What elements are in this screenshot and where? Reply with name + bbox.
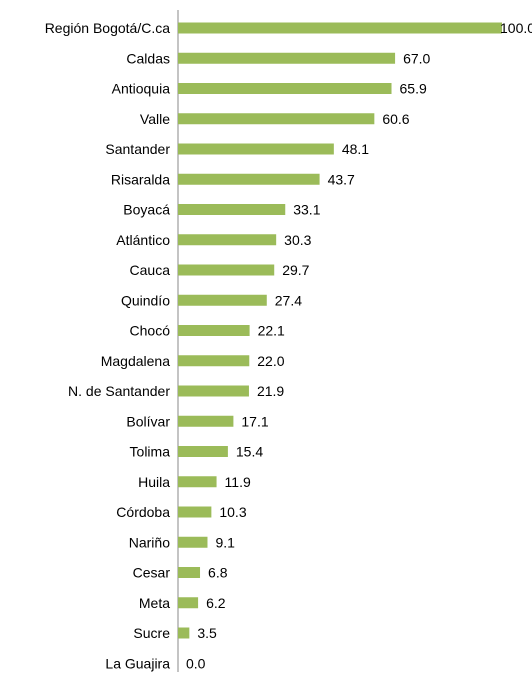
bar-8 <box>178 264 275 276</box>
bar-5 <box>178 173 320 185</box>
category-label-7: Atlántico <box>116 232 170 248</box>
value-label-3: 60.6 <box>382 111 409 127</box>
bar-11 <box>178 355 250 367</box>
category-label-8: Cauca <box>130 262 171 278</box>
value-label-16: 10.3 <box>219 504 246 520</box>
category-label-15: Huila <box>138 474 170 490</box>
category-label-18: Cesar <box>133 565 171 581</box>
value-label-2: 65.9 <box>400 81 427 97</box>
value-label-4: 48.1 <box>342 141 369 157</box>
bar-0 <box>178 22 502 34</box>
value-label-10: 22.1 <box>258 323 285 339</box>
bar-20 <box>178 627 190 639</box>
value-label-20: 3.5 <box>197 625 217 641</box>
value-label-17: 9.1 <box>215 534 235 550</box>
value-label-12: 21.9 <box>257 383 284 399</box>
bar-1 <box>178 52 396 64</box>
bar-2 <box>178 83 392 94</box>
value-labels-group: 100.0 67.0 65.9 60.6 48.1 43.7 33.1 30.3 29.7 27.… <box>186 20 532 671</box>
category-label-9: Quindío <box>121 292 170 308</box>
bar-16 <box>178 506 212 518</box>
category-label-5: Risaralda <box>111 171 170 187</box>
value-label-15: 11.9 <box>225 474 251 490</box>
value-label-1: 67.0 <box>403 50 430 66</box>
bars-group <box>178 22 502 639</box>
category-label-21: La Guajira <box>105 655 170 671</box>
value-label-9: 27.4 <box>275 292 302 308</box>
value-label-14: 15.4 <box>236 444 263 460</box>
category-label-2: Antioquia <box>112 81 171 97</box>
category-label-4: Santander <box>105 141 170 157</box>
category-label-1: Caldas <box>126 50 170 66</box>
bar-12 <box>178 385 249 397</box>
category-label-20: Sucre <box>133 625 170 641</box>
value-label-18: 6.8 <box>208 565 228 581</box>
category-label-0: Región Bogotá/C.ca <box>45 20 171 36</box>
bar-19 <box>178 597 199 609</box>
bar-10 <box>178 325 250 336</box>
category-label-11: Magdalena <box>101 353 170 369</box>
bar-4 <box>178 143 334 155</box>
bar-7 <box>178 234 277 246</box>
bar-13 <box>178 415 234 427</box>
value-label-6: 33.1 <box>293 202 320 218</box>
category-label-16: Córdoba <box>116 504 170 520</box>
bar-3 <box>178 113 375 125</box>
category-label-19: Meta <box>139 595 170 611</box>
bar-15 <box>178 476 217 488</box>
value-label-0: 100.0 <box>500 20 532 36</box>
category-label-12: N. de Santander <box>68 383 170 399</box>
value-label-5: 43.7 <box>328 171 355 187</box>
bar-14 <box>178 446 228 457</box>
value-label-21: 0.0 <box>186 655 206 671</box>
bar-17 <box>178 536 208 548</box>
category-labels-group: Región Bogotá/C.ca Caldas Antioquia Valle Sa… <box>45 20 171 671</box>
category-label-10: Chocó <box>130 323 171 339</box>
value-label-19: 6.2 <box>206 595 226 611</box>
category-label-17: Nariño <box>129 534 170 550</box>
value-label-13: 17.1 <box>241 413 268 429</box>
bar-6 <box>178 204 286 215</box>
category-label-6: Boyacá <box>123 202 170 218</box>
bar-9 <box>178 294 267 306</box>
category-label-14: Tolima <box>130 444 171 460</box>
category-label-13: Bolívar <box>126 413 170 429</box>
category-label-3: Valle <box>140 111 170 127</box>
bar-18 <box>178 567 201 578</box>
value-label-7: 30.3 <box>284 232 311 248</box>
value-label-8: 29.7 <box>282 262 309 278</box>
value-label-11: 22.0 <box>257 353 284 369</box>
